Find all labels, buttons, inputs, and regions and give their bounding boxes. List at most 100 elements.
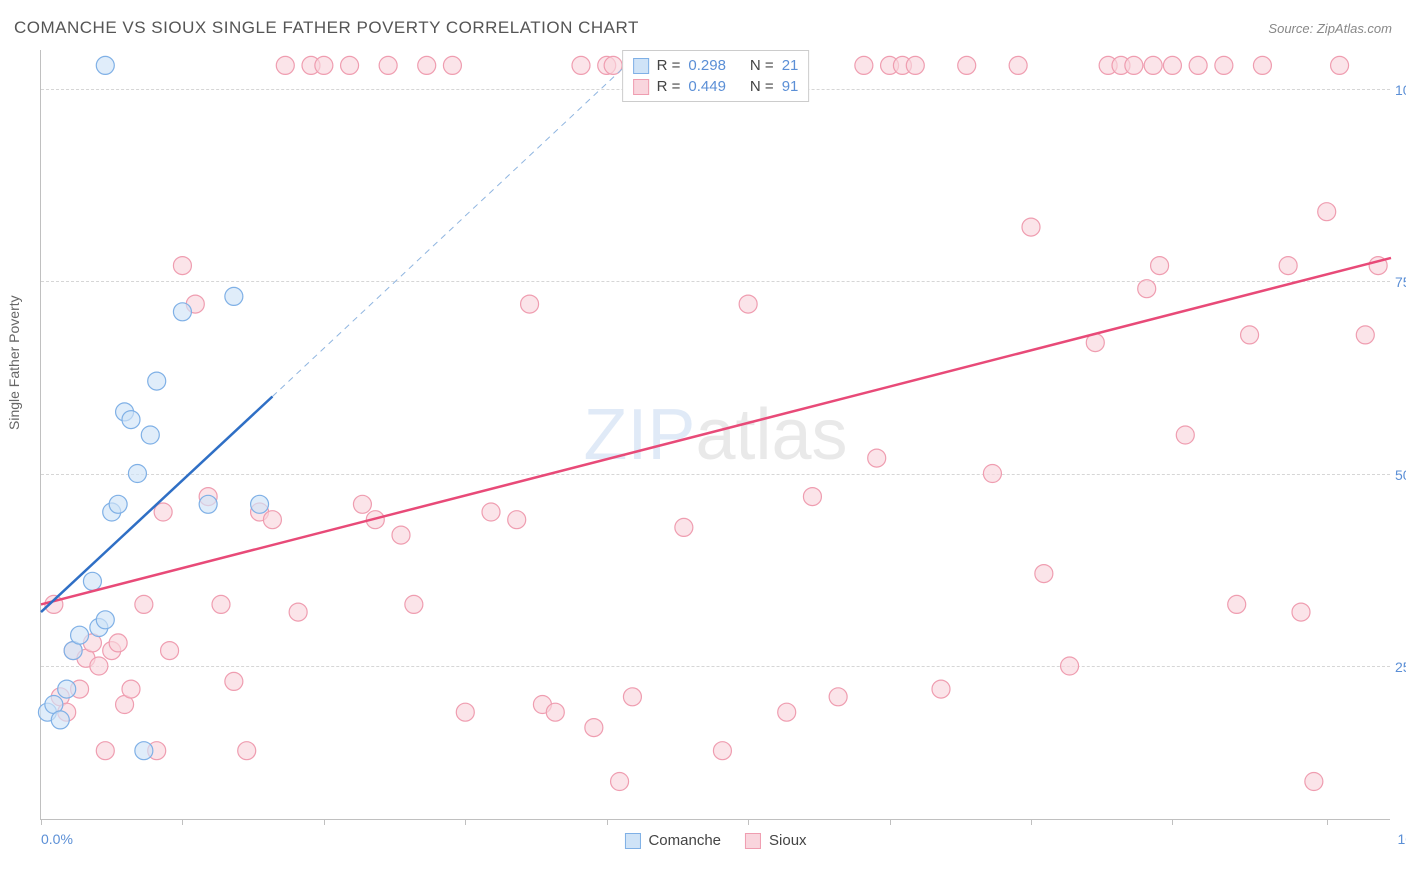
data-point bbox=[1189, 56, 1207, 74]
data-point bbox=[90, 657, 108, 675]
data-point bbox=[1331, 56, 1349, 74]
data-point bbox=[958, 56, 976, 74]
sioux-swatch-icon bbox=[633, 79, 649, 95]
data-point bbox=[96, 611, 114, 629]
x-tick bbox=[1172, 819, 1173, 825]
data-point bbox=[739, 295, 757, 313]
data-point bbox=[713, 742, 731, 760]
data-point bbox=[353, 495, 371, 513]
x-tick bbox=[41, 819, 42, 825]
x-tick bbox=[1031, 819, 1032, 825]
data-point bbox=[51, 711, 69, 729]
data-point bbox=[1292, 603, 1310, 621]
data-point bbox=[109, 495, 127, 513]
x-tick bbox=[324, 819, 325, 825]
data-point bbox=[983, 465, 1001, 483]
sioux-label: Sioux bbox=[769, 832, 807, 849]
data-point bbox=[1228, 595, 1246, 613]
source-name: ZipAtlas.com bbox=[1317, 21, 1392, 36]
data-point bbox=[392, 526, 410, 544]
data-point bbox=[225, 672, 243, 690]
data-point bbox=[1144, 56, 1162, 74]
comanche-swatch-icon bbox=[624, 833, 640, 849]
data-point bbox=[1356, 326, 1374, 344]
source-attribution: Source: ZipAtlas.com bbox=[1268, 21, 1392, 36]
x-tick bbox=[1327, 819, 1328, 825]
data-point bbox=[109, 634, 127, 652]
sioux-n-value: 91 bbox=[782, 78, 799, 95]
data-point bbox=[443, 56, 461, 74]
data-point bbox=[263, 511, 281, 529]
data-point bbox=[1241, 326, 1259, 344]
data-point bbox=[675, 518, 693, 536]
y-tick-label: 25.0% bbox=[1395, 659, 1406, 675]
data-point bbox=[379, 56, 397, 74]
legend-stats-row-sioux: R = 0.449 N = 91 bbox=[633, 76, 799, 97]
data-point bbox=[1305, 773, 1323, 791]
data-point bbox=[623, 688, 641, 706]
data-point bbox=[212, 595, 230, 613]
comanche-r-value: 0.298 bbox=[688, 57, 726, 74]
data-point bbox=[148, 372, 166, 390]
data-point bbox=[868, 449, 886, 467]
data-point bbox=[546, 703, 564, 721]
sioux-r-value: 0.449 bbox=[688, 78, 726, 95]
data-point bbox=[932, 680, 950, 698]
x-tick bbox=[607, 819, 608, 825]
data-point bbox=[1151, 257, 1169, 275]
comanche-swatch-icon bbox=[633, 58, 649, 74]
r-label: R = bbox=[657, 78, 681, 95]
data-point bbox=[128, 465, 146, 483]
data-point bbox=[1176, 426, 1194, 444]
data-point bbox=[482, 503, 500, 521]
data-point bbox=[122, 411, 140, 429]
data-point bbox=[585, 719, 603, 737]
data-point bbox=[1318, 203, 1336, 221]
data-point bbox=[199, 495, 217, 513]
data-point bbox=[141, 426, 159, 444]
legend-item-comanche: Comanche bbox=[624, 832, 721, 849]
data-point bbox=[829, 688, 847, 706]
data-point bbox=[508, 511, 526, 529]
data-point bbox=[238, 742, 256, 760]
r-label: R = bbox=[657, 57, 681, 74]
data-point bbox=[1215, 56, 1233, 74]
data-point bbox=[855, 56, 873, 74]
data-point bbox=[135, 595, 153, 613]
source-label: Source: bbox=[1268, 21, 1313, 36]
title-bar: COMANCHE VS SIOUX SINGLE FATHER POVERTY … bbox=[14, 18, 1392, 38]
data-point bbox=[1022, 218, 1040, 236]
y-tick-label: 50.0% bbox=[1395, 467, 1406, 483]
trend-line bbox=[272, 65, 626, 396]
data-point bbox=[173, 303, 191, 321]
data-point bbox=[161, 642, 179, 660]
data-point bbox=[778, 703, 796, 721]
data-point bbox=[83, 572, 101, 590]
y-tick-label: 100.0% bbox=[1395, 82, 1406, 98]
data-point bbox=[1009, 56, 1027, 74]
data-point bbox=[906, 56, 924, 74]
legend-bottom: Comanche Sioux bbox=[624, 832, 806, 849]
data-point bbox=[225, 287, 243, 305]
data-point bbox=[276, 56, 294, 74]
n-label: N = bbox=[750, 78, 774, 95]
x-axis-min-label: 0.0% bbox=[41, 831, 73, 847]
data-point bbox=[96, 56, 114, 74]
data-point bbox=[289, 603, 307, 621]
data-point bbox=[1253, 56, 1271, 74]
data-point bbox=[1125, 56, 1143, 74]
x-tick bbox=[465, 819, 466, 825]
data-point bbox=[1138, 280, 1156, 298]
data-point bbox=[315, 56, 333, 74]
data-point bbox=[405, 595, 423, 613]
data-point bbox=[803, 488, 821, 506]
plot-area: ZIPatlas 25.0%50.0%75.0%100.0% R = 0.298… bbox=[40, 50, 1390, 820]
chart-title: COMANCHE VS SIOUX SINGLE FATHER POVERTY … bbox=[14, 18, 639, 38]
data-point bbox=[1035, 565, 1053, 583]
y-axis-label: Single Father Poverty bbox=[6, 295, 22, 430]
data-point bbox=[251, 495, 269, 513]
data-point bbox=[418, 56, 436, 74]
data-point bbox=[58, 680, 76, 698]
data-point bbox=[1061, 657, 1079, 675]
data-point bbox=[521, 295, 539, 313]
